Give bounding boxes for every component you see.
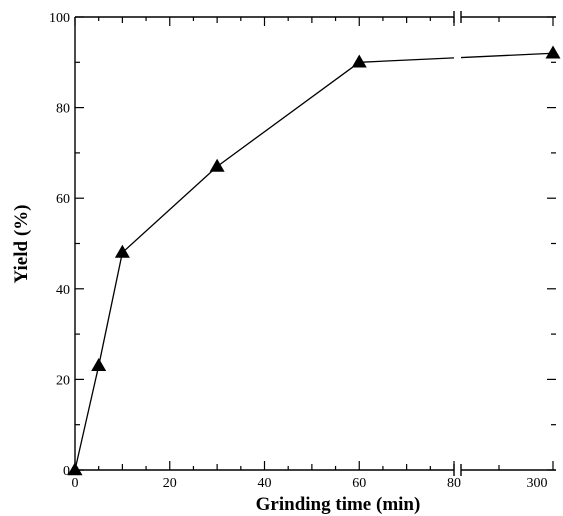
triangle-marker bbox=[545, 45, 561, 59]
series-line bbox=[460, 52, 554, 59]
x-tick-label: 0 bbox=[72, 476, 79, 491]
series-line bbox=[74, 365, 100, 471]
y-tick-label: 0 bbox=[63, 464, 70, 479]
y-tick-label: 40 bbox=[56, 283, 70, 298]
x-tick-label: 20 bbox=[163, 476, 177, 491]
data-series bbox=[67, 45, 561, 476]
axis-ticks bbox=[74, 16, 556, 471]
triangle-marker bbox=[67, 462, 83, 476]
x-tick-label: 300 bbox=[527, 476, 548, 491]
triangle-marker bbox=[351, 54, 367, 68]
x-axis-label: Grinding time (min) bbox=[256, 494, 421, 515]
series-line bbox=[121, 166, 218, 254]
x-tick-label: 80 bbox=[447, 476, 461, 491]
plot-frame bbox=[74, 11, 556, 476]
triangle-marker bbox=[209, 158, 225, 172]
tick-labels: 0 20 40 60 80 100 0 20 40 60 80 300 bbox=[49, 11, 548, 491]
y-tick-label: 20 bbox=[56, 373, 70, 388]
x-tick-label: 40 bbox=[258, 476, 272, 491]
y-axis-label: Yield (%) bbox=[11, 205, 32, 284]
series-line bbox=[98, 252, 124, 366]
y-tick-label: 100 bbox=[49, 11, 70, 26]
series-line bbox=[216, 61, 360, 168]
triangle-marker bbox=[91, 358, 107, 372]
series-line bbox=[359, 57, 455, 63]
x-tick-label: 60 bbox=[352, 476, 366, 491]
y-tick-label: 60 bbox=[56, 192, 70, 207]
triangle-marker bbox=[114, 244, 130, 258]
y-tick-label: 80 bbox=[56, 102, 70, 117]
